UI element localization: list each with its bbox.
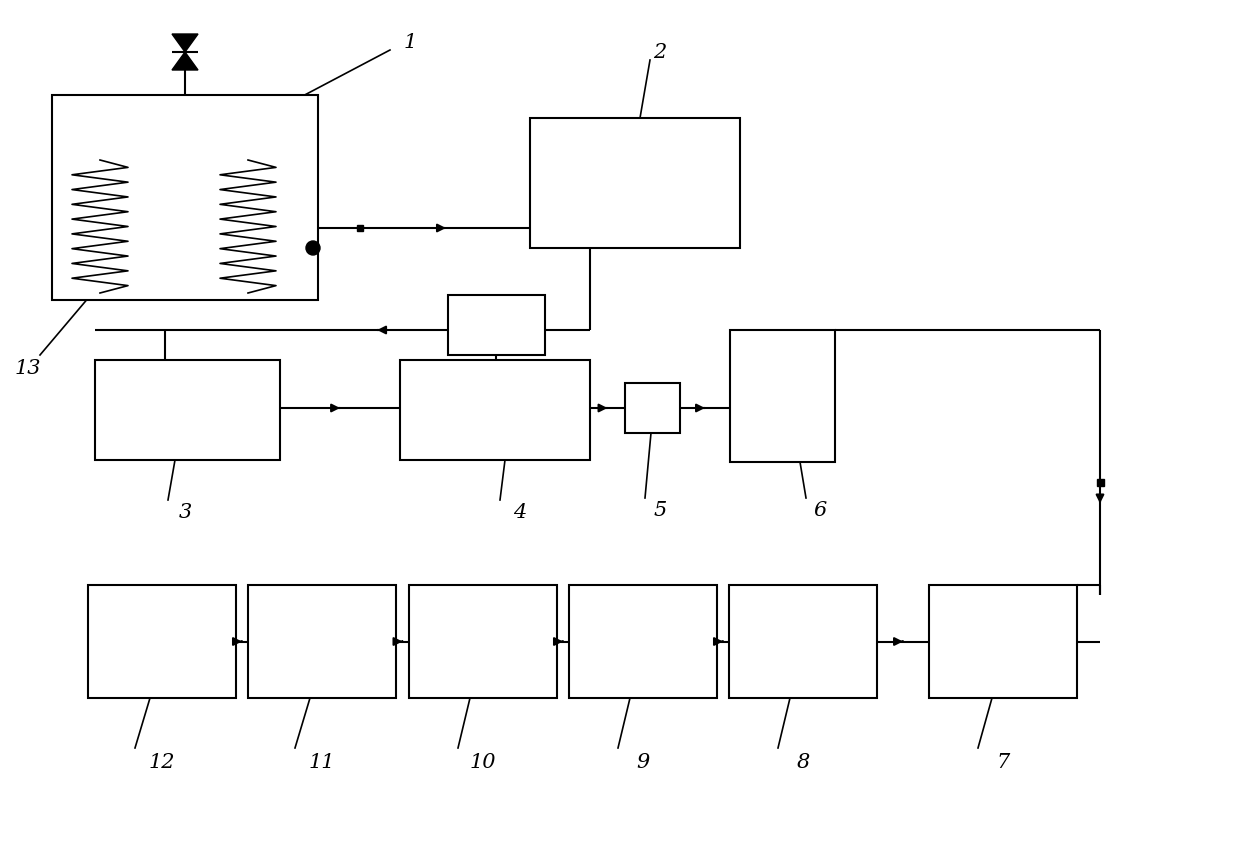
Text: 11: 11 xyxy=(309,753,335,772)
Bar xyxy=(52,95,317,300)
Text: 7: 7 xyxy=(997,753,1009,772)
Text: 3: 3 xyxy=(179,503,192,522)
Text: 6: 6 xyxy=(813,500,827,519)
Text: 2: 2 xyxy=(653,42,667,61)
Polygon shape xyxy=(1096,479,1104,486)
Bar xyxy=(729,585,877,698)
Bar xyxy=(529,118,740,248)
Polygon shape xyxy=(357,226,363,231)
Bar xyxy=(409,585,557,698)
Text: 10: 10 xyxy=(470,753,496,772)
Text: 4: 4 xyxy=(513,503,527,522)
Bar xyxy=(95,360,280,460)
Bar xyxy=(569,585,717,698)
Bar xyxy=(448,295,546,355)
Bar xyxy=(730,330,835,462)
Text: 5: 5 xyxy=(653,500,667,519)
Text: 8: 8 xyxy=(796,753,810,772)
Bar xyxy=(401,360,590,460)
Bar xyxy=(929,585,1078,698)
Text: 9: 9 xyxy=(636,753,650,772)
Text: 1: 1 xyxy=(403,33,417,52)
Bar xyxy=(248,585,396,698)
Polygon shape xyxy=(172,52,198,70)
Text: 13: 13 xyxy=(15,359,41,378)
Circle shape xyxy=(306,241,320,255)
Bar xyxy=(625,383,680,433)
Polygon shape xyxy=(172,34,198,52)
Text: 12: 12 xyxy=(149,753,175,772)
Bar xyxy=(88,585,236,698)
